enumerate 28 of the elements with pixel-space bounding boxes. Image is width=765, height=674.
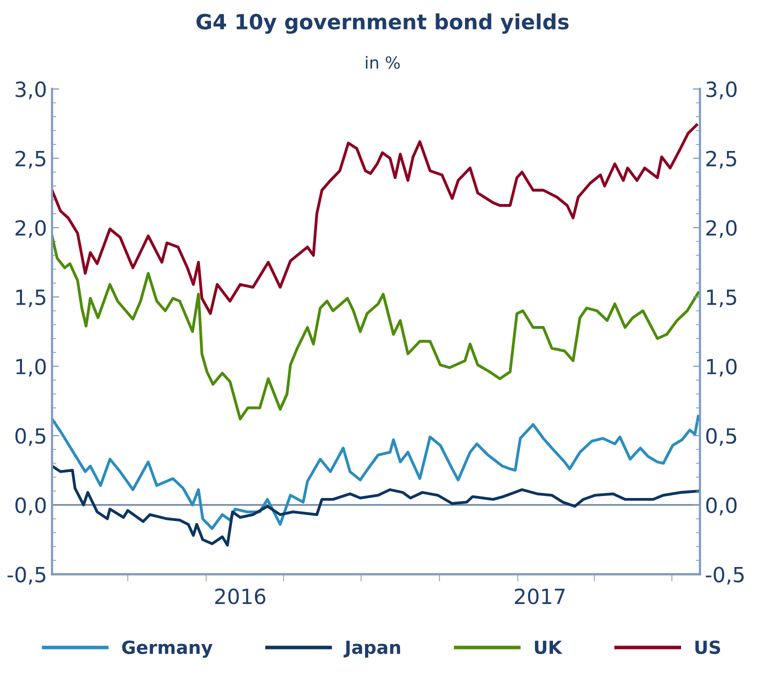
y2-tick-label: 2,0: [706, 220, 737, 238]
y2-tick-label: 0,0: [706, 497, 737, 516]
legend-label: US: [695, 640, 720, 654]
y2-tick-label: 3,0: [706, 81, 737, 100]
y-tick-label: 2,0: [16, 220, 46, 238]
legend-label: Germany: [122, 640, 212, 658]
x-tick-label: 2016: [215, 588, 266, 604]
y-tick-label: 1,5: [16, 290, 46, 308]
y2-tick-label: 1,5: [707, 290, 736, 308]
y-tick-label: 2,5: [16, 150, 46, 169]
chart-title: G4 10y government bond yields: [196, 13, 569, 34]
y-tick-label: 0,0: [15, 497, 46, 516]
y-tick-label: 0,5: [15, 428, 46, 446]
legend-label: Japan: [344, 640, 400, 658]
x-tick-label: 2017: [514, 588, 565, 604]
y2-tick-label: 2,5: [706, 150, 736, 169]
y2-tick-label: 1,0: [707, 358, 737, 377]
chart-subtitle: in %: [366, 56, 400, 69]
line-series: [52, 124, 698, 315]
y-tick-label: 3,0: [16, 81, 46, 100]
y2-tick-label: -0,5: [706, 566, 744, 585]
y-tick-label: 1,0: [16, 358, 46, 377]
y2-tick-label: 0,5: [706, 428, 736, 446]
legend-label: UK: [534, 640, 562, 654]
line-series: [52, 234, 700, 420]
line-series: [52, 414, 700, 530]
line-series: [52, 464, 700, 547]
y-tick-label: -0,5: [8, 566, 46, 585]
